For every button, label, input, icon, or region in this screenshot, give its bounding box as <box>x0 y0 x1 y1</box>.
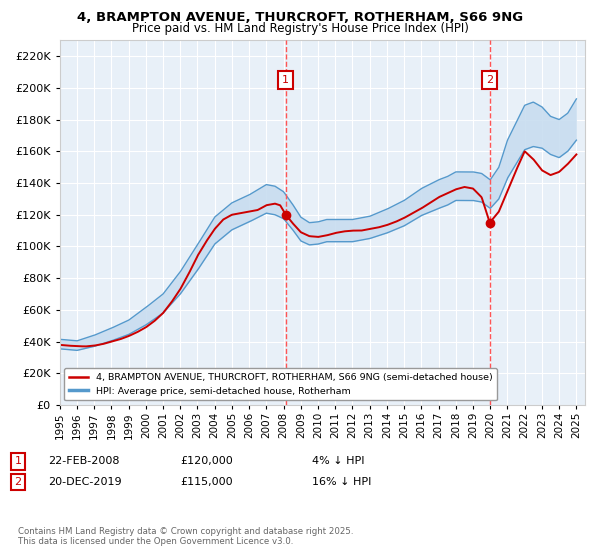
Text: 16% ↓ HPI: 16% ↓ HPI <box>312 477 371 487</box>
Text: £115,000: £115,000 <box>180 477 233 487</box>
Text: 4% ↓ HPI: 4% ↓ HPI <box>312 456 365 466</box>
Text: 2: 2 <box>14 477 22 487</box>
Text: 4, BRAMPTON AVENUE, THURCROFT, ROTHERHAM, S66 9NG: 4, BRAMPTON AVENUE, THURCROFT, ROTHERHAM… <box>77 11 523 24</box>
Text: 20-DEC-2019: 20-DEC-2019 <box>48 477 122 487</box>
Legend: 4, BRAMPTON AVENUE, THURCROFT, ROTHERHAM, S66 9NG (semi-detached house), HPI: Av: 4, BRAMPTON AVENUE, THURCROFT, ROTHERHAM… <box>64 368 497 400</box>
Text: 22-FEB-2008: 22-FEB-2008 <box>48 456 119 466</box>
Text: Price paid vs. HM Land Registry's House Price Index (HPI): Price paid vs. HM Land Registry's House … <box>131 22 469 35</box>
Text: Contains HM Land Registry data © Crown copyright and database right 2025.
This d: Contains HM Land Registry data © Crown c… <box>18 526 353 546</box>
Text: 1: 1 <box>14 456 22 466</box>
Text: £120,000: £120,000 <box>180 456 233 466</box>
Text: 2: 2 <box>486 75 493 85</box>
Text: 1: 1 <box>283 75 289 85</box>
